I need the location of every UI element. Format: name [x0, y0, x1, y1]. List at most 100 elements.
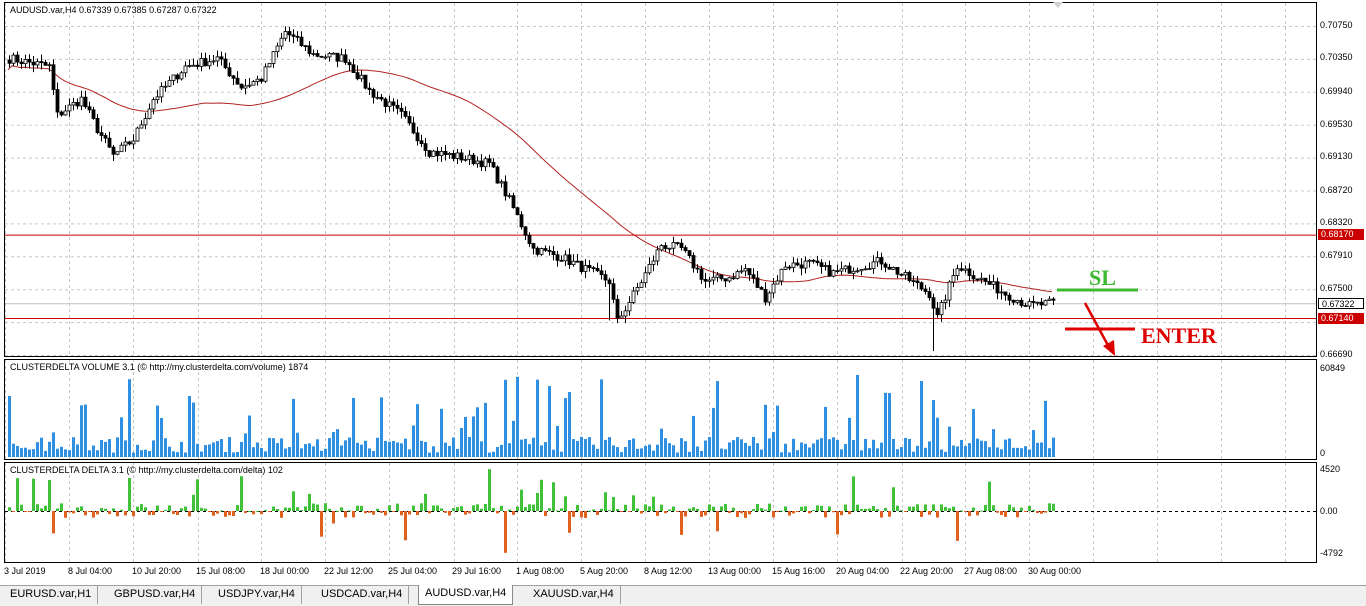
delta-bar-negative	[1024, 511, 1027, 512]
chart-tab-usdcad[interactable]: USDCAD.var,H4	[315, 586, 410, 604]
candle-body	[963, 268, 968, 271]
volume-bar	[900, 447, 903, 457]
volume-bar	[652, 450, 655, 457]
price-chart-pane[interactable]: AUDUSD.var,H4 0.67339 0.67385 0.67287 0.…	[4, 2, 1317, 357]
delta-bar-positive	[556, 510, 559, 512]
candle-body	[403, 110, 408, 117]
delta-bar-positive	[752, 509, 755, 511]
volume-bar	[60, 446, 63, 457]
volume-bar	[444, 442, 447, 457]
candle-body	[275, 45, 280, 53]
volume-bar	[376, 437, 379, 457]
volume-bar	[164, 438, 167, 457]
candle-body	[615, 298, 620, 319]
delta-bar-positive	[236, 505, 239, 511]
candle-body	[715, 274, 720, 278]
delta-bar-positive	[272, 506, 275, 511]
delta-bar-negative	[880, 511, 883, 518]
time-axis[interactable]: 3 Jul 2019 8 Jul 04:00 10 Jul 20:00 15 Jul …	[4, 564, 1317, 578]
candle-body	[315, 53, 320, 57]
volume-bar	[756, 443, 759, 457]
delta-bar-positive	[140, 504, 143, 511]
volume-bar	[120, 417, 123, 457]
delta-bar-positive	[548, 508, 551, 511]
delta-bar-positive	[32, 478, 35, 511]
delta-bar-positive	[624, 504, 627, 511]
candle-body	[815, 260, 820, 264]
volume-bar	[344, 440, 347, 457]
chart-tab-audusd[interactable]: AUDUSD.var,H4	[418, 585, 514, 605]
volume-bar	[416, 404, 419, 457]
price-chart-canvas[interactable]	[5, 3, 1316, 356]
delta-bar-positive	[1012, 507, 1015, 511]
candle-body	[387, 101, 392, 107]
volume-bar	[864, 439, 867, 457]
volume-bar	[520, 439, 523, 457]
delta-bar-positive	[436, 505, 439, 511]
delta-bar-positive	[652, 496, 655, 511]
volume-bar	[944, 451, 947, 457]
volume-bar	[288, 447, 291, 457]
candle-body	[1019, 299, 1024, 306]
chart-shift-marker[interactable]	[1053, 2, 1063, 8]
volume-bar	[928, 441, 931, 457]
candle-body	[895, 267, 900, 275]
volume-bar	[400, 443, 403, 457]
candle-body	[299, 36, 304, 47]
delta-bar-negative	[848, 511, 851, 515]
volume-bar	[896, 449, 899, 457]
candle-body	[735, 271, 740, 279]
chart-tab-gbpusd[interactable]: GBPUSD.var,H4	[108, 586, 203, 604]
volume-bar	[588, 437, 591, 457]
volume-bar	[236, 451, 239, 457]
candle-body	[943, 299, 948, 303]
candle-body	[991, 281, 996, 285]
chart-tab-usdjpy[interactable]: USDJPY.var,H4	[212, 586, 302, 604]
price-chart-title: AUDUSD.var,H4 0.67339 0.67385 0.67287 0.…	[10, 5, 217, 15]
delta-bar-positive	[560, 508, 563, 511]
volume-bar	[568, 392, 571, 457]
candle-body	[339, 54, 344, 62]
candle-body	[527, 234, 532, 244]
volume-bar	[148, 451, 151, 457]
delta-bar-positive	[76, 507, 79, 511]
delta-bar-positive	[528, 504, 531, 511]
volume-bar	[956, 446, 959, 457]
delta-bar-positive	[828, 506, 831, 511]
delta-axis[interactable]: 4520 0.00 -4792	[1318, 462, 1366, 563]
candle-body	[71, 102, 76, 106]
candle-body	[1031, 301, 1036, 303]
delta-bar-positive	[164, 509, 167, 511]
volume-bar	[624, 446, 627, 457]
volume-bar	[808, 447, 811, 457]
candle-body	[651, 260, 656, 265]
candle-body	[39, 61, 44, 64]
chart-tab-eurusd[interactable]: EURUSD.var,H1	[4, 586, 99, 604]
volume-bar	[860, 450, 863, 457]
delta-bar-positive	[588, 510, 591, 512]
candle-body	[975, 278, 980, 281]
enter-arrow-head	[1103, 340, 1115, 356]
candle-body	[707, 279, 712, 282]
delta-bar-positive	[276, 508, 279, 511]
delta-bar-positive	[492, 507, 495, 511]
volume-axis[interactable]: 60849 0	[1318, 359, 1366, 460]
chart-tab-xauusd[interactable]: XAUUSD.var,H4	[527, 586, 621, 604]
volume-bar	[828, 439, 831, 457]
volume-bar	[80, 405, 83, 457]
volume-indicator-pane[interactable]: CLUSTERDELTA VOLUME 3.1 (© http://my.clu…	[4, 359, 1317, 460]
delta-indicator-pane[interactable]: CLUSTERDELTA DELTA 3.1 (© http://my.clus…	[4, 462, 1317, 563]
candle-body	[471, 154, 476, 165]
delta-bar-positive	[308, 493, 311, 511]
delta-bar-negative	[212, 511, 215, 516]
delta-bar-negative	[448, 511, 451, 516]
delta-bar-positive	[192, 494, 195, 511]
price-axis[interactable]: 0.70750 0.70350 0.69940 0.69530 0.69130 0.687…	[1318, 2, 1366, 359]
delta-bar-negative	[496, 511, 499, 514]
candle-body	[643, 272, 648, 284]
candle-body	[103, 135, 108, 139]
volume-bar	[508, 443, 511, 457]
candle-body	[239, 83, 244, 89]
candle-body	[807, 259, 812, 262]
volume-bar	[268, 437, 271, 457]
